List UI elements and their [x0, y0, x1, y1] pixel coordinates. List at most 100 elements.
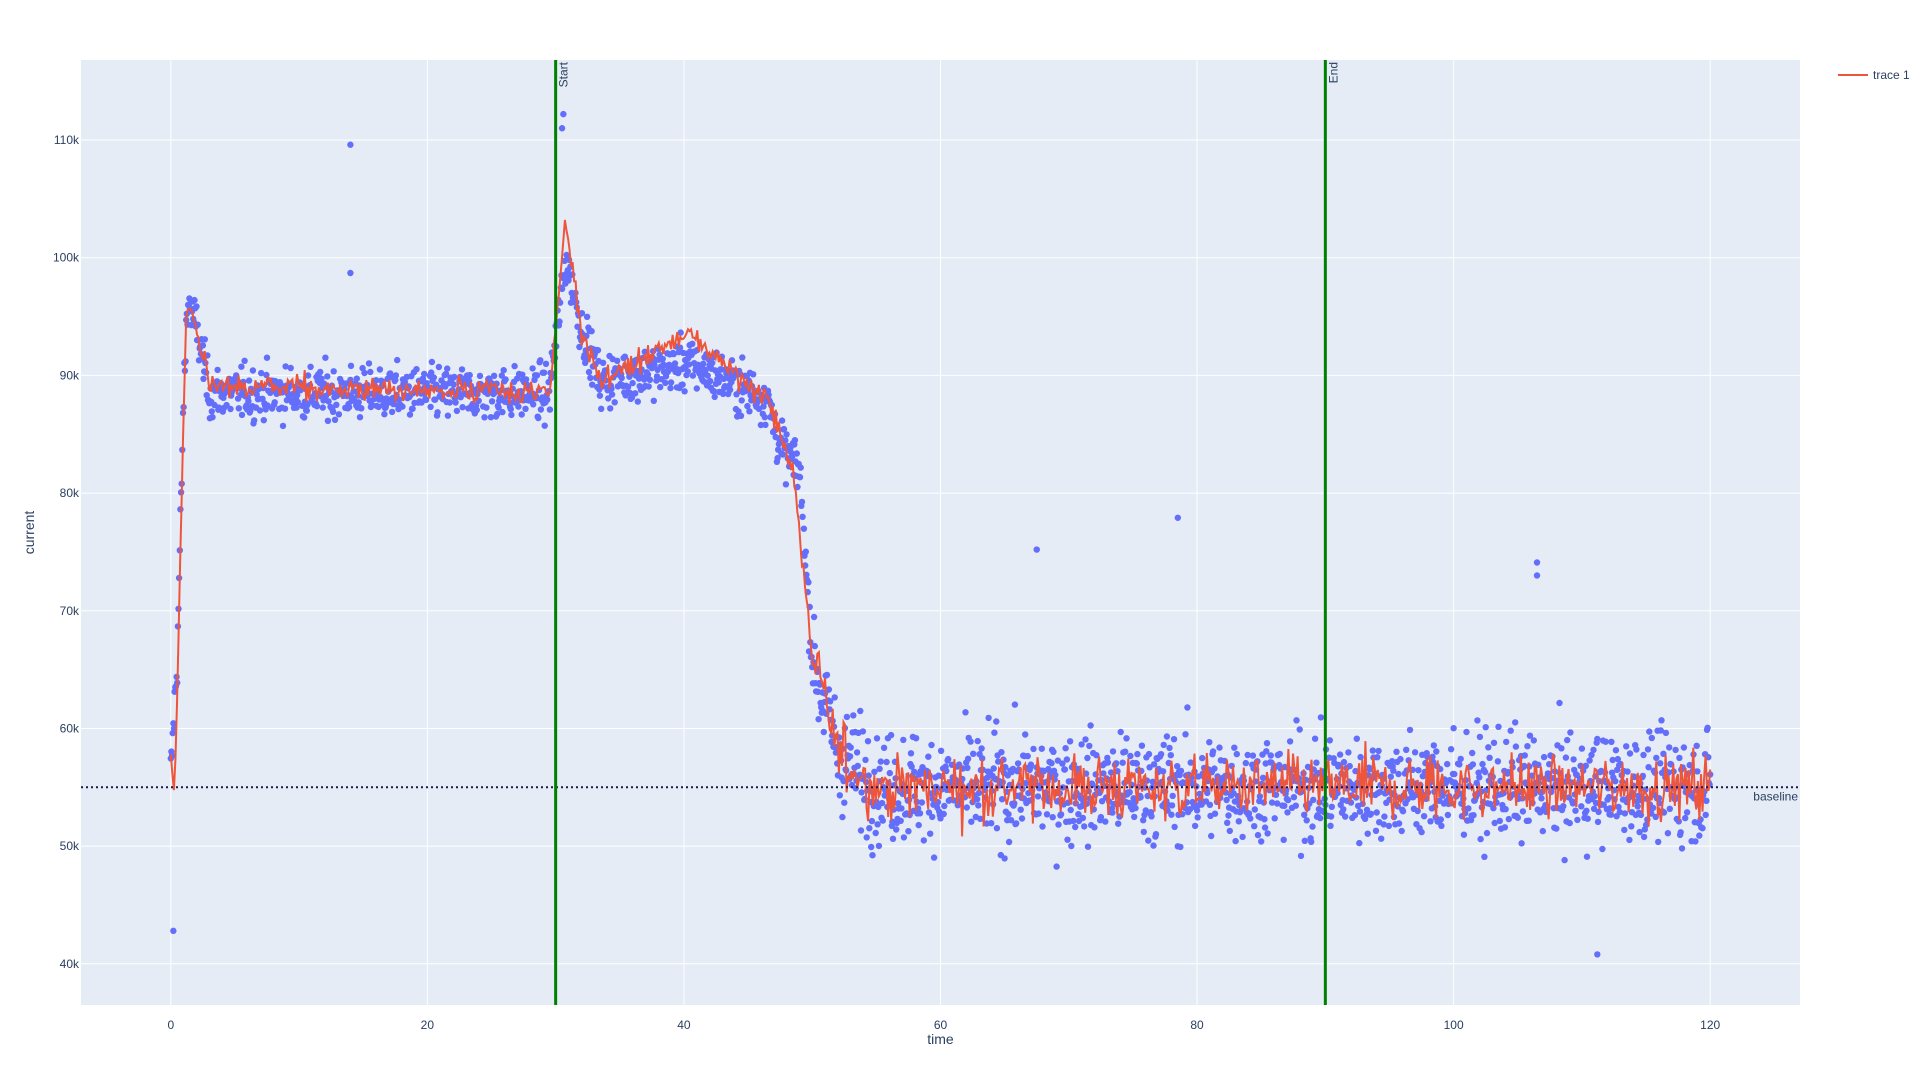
data-point [1061, 766, 1069, 773]
data-point [1196, 790, 1203, 798]
data-point [1474, 717, 1481, 724]
legend[interactable]: trace 1 [1838, 68, 1910, 82]
data-point [793, 450, 800, 457]
data-point [1495, 723, 1502, 730]
data-point [839, 813, 846, 821]
data-point [1251, 806, 1259, 813]
data-point [875, 842, 883, 850]
data-point [853, 749, 861, 756]
y-tick-label: 100k [53, 251, 80, 265]
data-point [1024, 752, 1031, 760]
data-point [975, 789, 983, 797]
data-point [1301, 837, 1309, 844]
data-point [964, 764, 971, 772]
data-point [1254, 831, 1262, 839]
data-point [1310, 796, 1317, 804]
data-point [1193, 807, 1201, 814]
data-point [533, 372, 541, 379]
data-point [873, 735, 881, 742]
data-point [1211, 810, 1219, 817]
data-point [537, 406, 545, 413]
data-point [258, 369, 265, 377]
data-point [1123, 735, 1130, 742]
data-point [303, 407, 310, 414]
data-point [1703, 797, 1710, 804]
data-point [1297, 852, 1305, 860]
data-point [1503, 738, 1510, 746]
data-point [1521, 762, 1528, 770]
data-point [1272, 791, 1280, 798]
data-point [1233, 750, 1241, 758]
data-point [1406, 726, 1414, 734]
data-point [702, 366, 709, 374]
data-point [387, 373, 394, 381]
data-point [1514, 814, 1522, 821]
data-point [1235, 818, 1243, 825]
data-point [1225, 812, 1232, 819]
data-point [1216, 744, 1223, 751]
data-point [1677, 829, 1684, 836]
data-point [1623, 743, 1630, 750]
data-point [820, 728, 827, 736]
data-point [1140, 817, 1147, 824]
data-point [1082, 736, 1089, 743]
data-point [594, 347, 602, 354]
data-point [1005, 811, 1012, 818]
data-point [1159, 768, 1167, 775]
data-point [1678, 845, 1686, 852]
data-point [802, 548, 809, 555]
data-point [1373, 809, 1380, 816]
data-point [1268, 759, 1275, 766]
data-point [857, 827, 865, 834]
data-point [840, 777, 847, 785]
data-point [546, 406, 554, 413]
data-point [1001, 855, 1008, 862]
data-point [1574, 816, 1581, 824]
data-point [1605, 793, 1613, 801]
trace-1-line [169, 219, 1712, 837]
data-point [1104, 759, 1112, 766]
data-point [1284, 796, 1292, 804]
data-point [331, 416, 339, 423]
data-point [876, 765, 883, 772]
data-point [287, 364, 294, 372]
data-point [900, 834, 908, 841]
data-point [358, 405, 365, 412]
data-point [1171, 823, 1178, 831]
data-point [1317, 714, 1325, 721]
data-point [483, 404, 490, 411]
data-point [737, 412, 745, 419]
data-point [945, 755, 952, 763]
data-point [1415, 767, 1422, 774]
data-point [1388, 758, 1396, 765]
data-point [1429, 758, 1437, 766]
data-point [1608, 738, 1615, 745]
data-point [1138, 742, 1146, 749]
data-point [1261, 824, 1269, 831]
data-point [762, 421, 769, 428]
data-point [1261, 816, 1268, 823]
data-point [1367, 810, 1375, 817]
data-point [1271, 815, 1278, 822]
data-point [973, 796, 981, 803]
data-point [583, 313, 591, 320]
data-point [1657, 727, 1665, 734]
data-point [991, 729, 998, 736]
data-point [1168, 811, 1175, 818]
data-point [1692, 838, 1699, 845]
data-point [249, 367, 257, 374]
data-point [1378, 835, 1385, 842]
data-point [1640, 833, 1648, 841]
data-point [1634, 803, 1641, 810]
data-point [458, 366, 466, 373]
data-point [1353, 735, 1361, 742]
data-point [1444, 760, 1451, 768]
data-point [1075, 811, 1082, 818]
data-point [490, 372, 498, 379]
data-point [1078, 741, 1085, 748]
data-point [1157, 751, 1165, 758]
data-point [1507, 727, 1514, 734]
data-point [738, 397, 745, 404]
data-point [1166, 744, 1173, 752]
data-point [1187, 759, 1194, 766]
